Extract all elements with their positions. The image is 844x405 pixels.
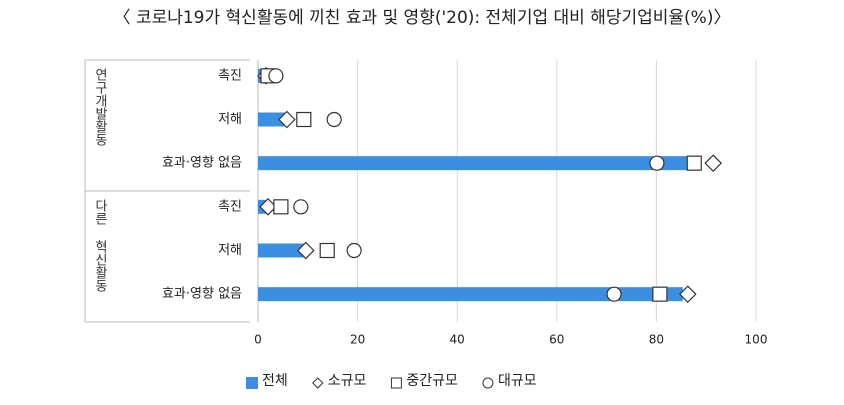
y-tick-label: 촉진 bbox=[218, 199, 242, 214]
y-tick-label: 저해 bbox=[218, 243, 242, 258]
y-tick-label: 촉진 bbox=[218, 68, 242, 83]
legend-label: 중간규모 bbox=[406, 373, 458, 389]
y-tick-label: 효과·영향 없음 bbox=[162, 156, 242, 171]
x-tick-label: 40 bbox=[450, 333, 465, 347]
chart-title: 〈 코로나19가 혁신활동에 끼친 효과 및 영향('20): 전체기업 대비 … bbox=[114, 8, 731, 28]
legend-label: 대규모 bbox=[498, 373, 537, 389]
circle-marker bbox=[293, 199, 309, 215]
circle-marker bbox=[268, 68, 284, 84]
bar bbox=[258, 112, 286, 127]
diamond-marker bbox=[296, 241, 315, 260]
group-label: 연구개발활동 bbox=[92, 68, 107, 146]
legend-symbol bbox=[390, 377, 402, 389]
x-tick-label: 60 bbox=[549, 333, 564, 347]
y-tick-label: 저해 bbox=[218, 112, 242, 127]
bar bbox=[258, 243, 308, 258]
legend-symbol bbox=[312, 377, 324, 389]
circle-marker bbox=[649, 155, 665, 171]
circle-marker bbox=[606, 286, 622, 302]
x-tick-label: 20 bbox=[350, 333, 365, 347]
legend-symbol bbox=[246, 377, 258, 389]
square-marker bbox=[652, 286, 668, 302]
diamond-marker bbox=[678, 285, 697, 304]
x-tick-label: 0 bbox=[254, 333, 262, 347]
diamond-marker bbox=[278, 110, 296, 129]
legend-symbol bbox=[482, 377, 494, 389]
legend-label: 전체 bbox=[262, 373, 288, 389]
circle-marker bbox=[326, 111, 342, 128]
square-marker bbox=[273, 199, 289, 215]
y-tick-label: 효과·영향 없음 bbox=[162, 287, 242, 302]
diamond-marker bbox=[704, 154, 723, 173]
square-marker bbox=[686, 155, 702, 171]
legend-label: 소규모 bbox=[328, 373, 367, 389]
circle-marker bbox=[346, 242, 362, 259]
diamond-marker bbox=[259, 197, 277, 216]
bar bbox=[258, 287, 683, 302]
bar bbox=[258, 156, 702, 171]
group-label: 다른 혁신활동 bbox=[92, 199, 107, 292]
square-marker bbox=[296, 111, 312, 128]
x-tick-label: 80 bbox=[649, 333, 664, 347]
x-tick-label: 100 bbox=[745, 333, 768, 347]
square-marker bbox=[319, 242, 335, 259]
